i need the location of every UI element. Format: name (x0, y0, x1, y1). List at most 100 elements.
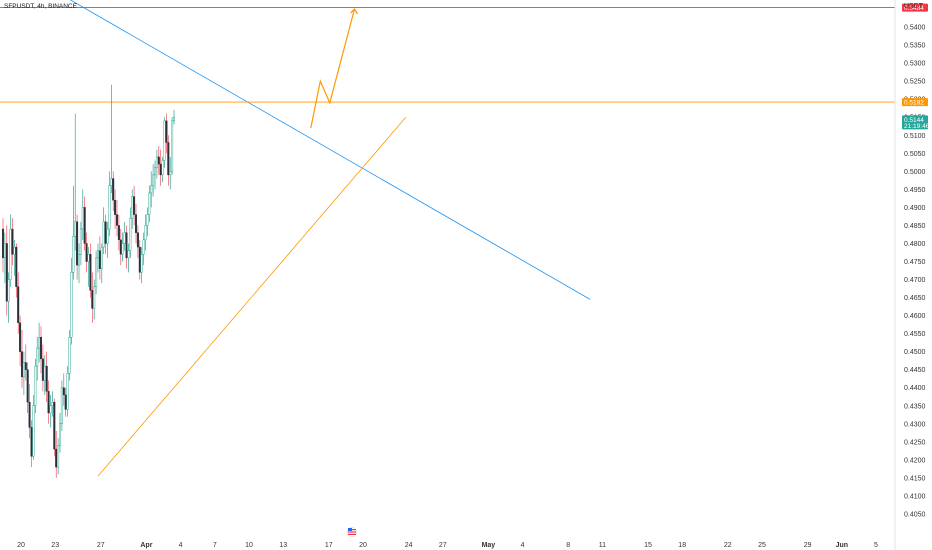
y-tick-label: 0.4900 (904, 205, 926, 212)
y-tick-label: 0.4200 (904, 457, 926, 464)
candle-body (127, 250, 130, 259)
y-tick-label: 0.4250 (904, 439, 926, 446)
candle-body (55, 448, 58, 468)
candle-body (47, 391, 50, 414)
candle-body (163, 120, 166, 161)
x-tick-label: May (482, 542, 496, 549)
projection-arrow-head (350, 8, 359, 15)
candle-body (129, 218, 132, 251)
x-tick-label: 27 (439, 542, 447, 549)
candle-body (74, 221, 77, 237)
candle-body (121, 243, 124, 255)
projection-layer (310, 8, 359, 129)
candle-body (146, 214, 149, 226)
trend-line-0 (69, 0, 591, 300)
countdown-label: 21:19:46 (904, 123, 930, 130)
x-tick-label: 11 (599, 542, 606, 549)
candle-body (125, 232, 128, 259)
candle-body (169, 171, 172, 176)
trend-line-1 (97, 116, 407, 477)
x-tick-label: 13 (279, 542, 287, 549)
candle-body (87, 254, 90, 262)
candle-body (153, 167, 156, 176)
price-badge-label: 0.5144 (904, 117, 924, 124)
x-tick-label: 18 (678, 542, 686, 549)
candle-body (26, 369, 29, 403)
candle-body (161, 160, 164, 176)
candle-body (51, 401, 54, 406)
candle-body (7, 279, 10, 302)
candle-body (28, 401, 31, 428)
candle-body (72, 236, 75, 273)
price-badge (902, 98, 928, 107)
projection-path (310, 8, 356, 129)
y-tick-label: 0.5400 (904, 25, 926, 32)
candle-body (83, 207, 86, 244)
candle-body (172, 117, 175, 122)
x-tick-label: Apr (140, 542, 152, 549)
y-tick-label: 0.4700 (904, 277, 926, 284)
candle-body (62, 387, 65, 396)
y-tick-label: 0.4300 (904, 421, 926, 428)
candle-body (114, 199, 117, 215)
candle-body (81, 207, 84, 230)
candle-body (148, 192, 151, 215)
candle-body (57, 445, 60, 468)
candle-body (155, 156, 158, 168)
candle-body (76, 221, 79, 266)
candle-body (142, 239, 145, 255)
y-tick-label: 0.4050 (904, 511, 926, 518)
candle-body (79, 228, 82, 255)
y-tick-label: 0.5000 (904, 169, 926, 176)
price-badge-label: 0.5182 (904, 100, 924, 107)
candle-body (32, 405, 35, 457)
candle-body (102, 221, 105, 248)
symbol-title: SFPUSDT, 4h, BINANCE (4, 3, 78, 10)
candles-layer (2, 84, 175, 478)
x-tick-label: 17 (325, 542, 333, 549)
us-flag-icon (347, 527, 357, 537)
y-tick-label: 0.4800 (904, 241, 926, 248)
x-tick-label: 29 (804, 542, 812, 549)
time-axis[interactable]: 20 23 27 Apr 4 7 10 13 17 20 24 27 May 4 8 11 15 18 22 25 29… (17, 542, 878, 549)
candle-body (93, 286, 96, 309)
x-tick-label: 27 (97, 542, 105, 549)
y-tick-label: 0.4450 (904, 367, 926, 374)
candle-body (167, 142, 170, 176)
candle-body (38, 337, 41, 349)
candle-body (119, 239, 122, 255)
price-badge (902, 115, 928, 130)
candle-body (34, 365, 37, 406)
y-tick-label: 0.5050 (904, 151, 926, 158)
x-tick-label: 24 (405, 542, 413, 549)
candle-body (108, 185, 111, 230)
currency-label: USDT (904, 3, 924, 10)
candle-body (2, 228, 5, 259)
candle-body (91, 290, 94, 309)
candle-body (152, 174, 155, 186)
x-tick-label: 4 (521, 542, 525, 549)
y-tick-label: 0.4650 (904, 295, 926, 302)
candle-body (11, 228, 14, 255)
drawing-layer (0, 0, 895, 477)
candle-body (21, 351, 24, 378)
candle-body (115, 214, 118, 226)
x-tick-label: 8 (566, 542, 570, 549)
y-tick-label: 0.4500 (904, 349, 926, 356)
candle-body (60, 387, 63, 425)
candle-body (100, 246, 103, 269)
candle-body (24, 362, 27, 370)
price-axis[interactable]: 0.54500.54000.53500.53000.52500.52000.51… (904, 7, 926, 519)
x-tick-label: 20 (17, 542, 25, 549)
y-tick-label: 0.4750 (904, 259, 926, 266)
y-tick-label: 0.4600 (904, 313, 926, 320)
candle-body (17, 286, 20, 324)
candle-body (66, 373, 69, 410)
candle-body (30, 427, 33, 457)
y-tick-label: 0.5250 (904, 79, 926, 86)
candle-body (140, 254, 143, 273)
x-tick-label: 22 (724, 542, 732, 549)
